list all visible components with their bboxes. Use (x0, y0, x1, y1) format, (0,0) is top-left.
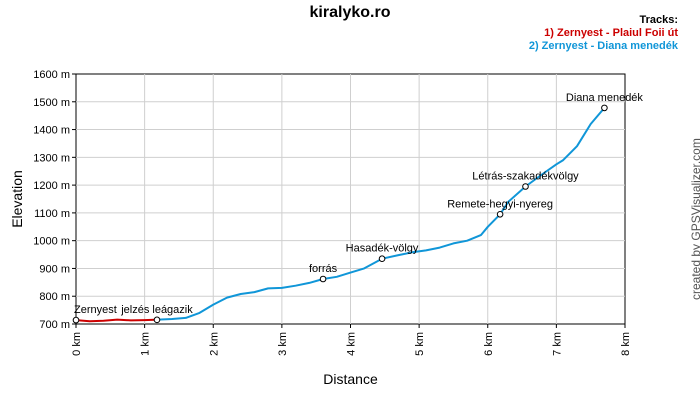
legend-item-track-2: 2) Zernyest - Diana menedék (528, 40, 678, 52)
y-tick-label: 1300 m (33, 152, 70, 164)
x-tick-label: 0 km (71, 332, 83, 356)
waypoint-marker (153, 316, 161, 324)
x-tick-label: 5 km (414, 332, 426, 356)
x-tick-label: 2 km (208, 332, 220, 356)
y-tick-label: 1200 m (33, 180, 70, 192)
waypoint-marker (522, 183, 529, 190)
series-line-1 (75, 318, 155, 323)
waypoint-label: Zernyest (74, 304, 117, 316)
waypoint-label: forrás (309, 263, 338, 275)
x-tick-label: 6 km (483, 332, 495, 356)
waypoint-label: Létrás-szakadékvölgy (472, 171, 579, 183)
x-tick-label: 3 km (277, 332, 289, 356)
y-tick-label: 1000 m (33, 236, 70, 248)
waypoint-marker (601, 104, 608, 112)
waypoint-label: jelzés leágazik (120, 304, 193, 316)
y-tick-label: 800 m (39, 291, 70, 303)
waypoint-marker (319, 275, 327, 283)
waypoint-marker (72, 316, 80, 324)
y-tick-label: 900 m (39, 263, 70, 275)
waypoint-label: Remete-hegyi-nyereg (447, 198, 553, 210)
x-tick-label: 8 km (620, 332, 632, 356)
waypoint-marker (496, 210, 504, 218)
x-tick-label: 4 km (346, 332, 358, 356)
legend-header: Tracks: (639, 14, 678, 26)
x-axis-title: Distance (323, 371, 378, 387)
y-tick-label: 700 m (39, 319, 70, 331)
y-tick-label: 1500 m (33, 97, 70, 109)
waypoint-marker (378, 255, 386, 263)
series-line-2 (154, 107, 606, 321)
y-tick-label: 1400 m (33, 125, 70, 137)
y-axis-title: Elevation (9, 170, 25, 228)
waypoint-label: Diana menedék (566, 92, 644, 104)
x-tick-label: 7 km (551, 332, 563, 356)
legend-item-track-1: 1) Zernyest - Plaiul Foii út (544, 27, 678, 39)
legend: Tracks: 1) Zernyest - Plaiul Foii út 2) … (529, 14, 678, 53)
y-tick-label: 1600 m (33, 69, 70, 81)
x-tick-label: 1 km (140, 332, 152, 356)
waypoint-label: Hasadék-völgy (346, 243, 419, 255)
chart-title: kiralyko.ro (309, 4, 391, 21)
y-tick-label: 1100 m (34, 208, 70, 220)
